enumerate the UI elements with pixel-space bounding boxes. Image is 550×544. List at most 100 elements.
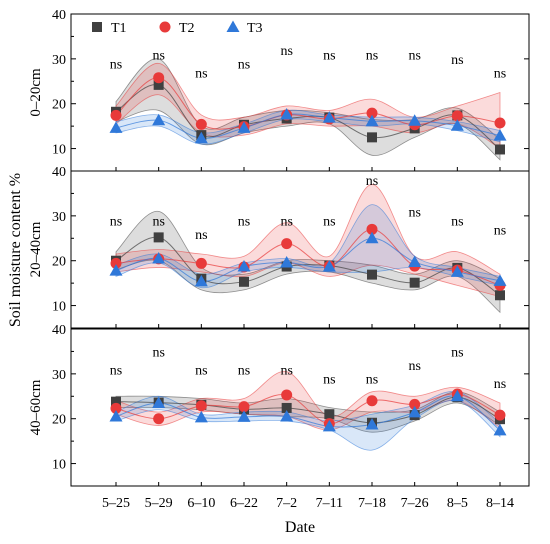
ns-label: ns <box>280 44 292 59</box>
point-t2 <box>195 257 207 269</box>
ns-label: ns <box>280 214 292 229</box>
legend-marker-t1 <box>92 22 102 32</box>
ns-label: ns <box>195 66 207 81</box>
x-axis-title: Date <box>285 519 315 536</box>
point-t3 <box>237 121 251 133</box>
y-tick-label: 30 <box>52 368 66 383</box>
x-tick-label: 5–29 <box>145 496 173 511</box>
point-t3 <box>280 107 294 120</box>
point-t3 <box>109 409 123 422</box>
point-t2 <box>494 117 506 129</box>
y-tick-label: 10 <box>52 458 66 473</box>
point-t2 <box>366 107 378 119</box>
y-tick-label: 10 <box>52 300 66 315</box>
y-tick-label: 30 <box>52 53 66 68</box>
legend-label-t1: T1 <box>111 21 127 36</box>
legend-marker-t2 <box>159 21 171 33</box>
ns-label: ns <box>323 214 335 229</box>
series-line-t3 <box>115 237 501 282</box>
point-t2 <box>195 400 207 412</box>
point-t2 <box>110 257 122 269</box>
series-line-t2 <box>115 77 501 130</box>
y-tick-label: 30 <box>52 210 66 225</box>
ns-label: ns <box>238 214 250 229</box>
ns-label: ns <box>280 363 292 378</box>
point-t2 <box>153 72 165 84</box>
ns-label: ns <box>408 48 420 63</box>
ns-label: ns <box>323 48 335 63</box>
point-t3 <box>152 113 166 126</box>
ns-label: ns <box>152 48 164 63</box>
point-t3 <box>493 129 507 141</box>
legend-label-t3: T3 <box>247 21 263 36</box>
ns-label: ns <box>494 223 506 238</box>
point-t2 <box>366 395 378 407</box>
point-t3 <box>194 274 208 287</box>
point-t3 <box>322 111 336 123</box>
point-t3 <box>493 274 507 286</box>
point-t2 <box>494 409 506 421</box>
point-t3 <box>280 256 294 268</box>
ns-label: ns <box>110 57 122 72</box>
point-t3 <box>280 409 294 422</box>
point-t2 <box>451 110 463 122</box>
point-t1 <box>281 402 292 413</box>
point-t2 <box>238 401 250 413</box>
point-t2 <box>281 389 293 401</box>
point-t3 <box>109 264 123 276</box>
point-t1 <box>367 269 377 280</box>
point-t2 <box>409 398 421 410</box>
ns-label: ns <box>110 363 122 378</box>
point-t3 <box>408 405 422 418</box>
point-t3 <box>237 260 251 272</box>
y-tick-label: 40 <box>52 323 66 338</box>
y-tick-label: 40 <box>52 8 66 23</box>
series-line-t3 <box>115 395 501 431</box>
ns-label: ns <box>451 53 463 68</box>
series-line-t3 <box>115 113 501 139</box>
point-t1 <box>324 409 335 420</box>
point-t2 <box>281 238 293 250</box>
ns-label: ns <box>408 359 420 374</box>
point-t2 <box>195 118 207 130</box>
ns-label: ns <box>195 228 207 243</box>
legend-label-t2: T2 <box>179 21 195 36</box>
point-t3 <box>493 423 507 436</box>
point-t3 <box>365 231 379 244</box>
point-t1 <box>111 396 121 407</box>
y-tick-label: 10 <box>52 143 66 158</box>
ns-label: ns <box>366 174 378 189</box>
ns-label: ns <box>494 66 506 81</box>
ns-label: ns <box>366 372 378 387</box>
x-tick-label: 8–14 <box>486 496 514 511</box>
panel-label: 0–20cm <box>28 68 44 117</box>
point-t3 <box>194 410 208 423</box>
x-tick-label: 7–26 <box>401 496 429 511</box>
series-line-t2 <box>115 393 501 425</box>
ns-label: ns <box>451 214 463 229</box>
y-tick-label: 40 <box>52 165 66 180</box>
ns-label: ns <box>238 57 250 72</box>
point-t3 <box>152 251 166 264</box>
panel-label: 20–40cm <box>28 221 44 277</box>
point-t1 <box>495 144 505 155</box>
ns-label: ns <box>366 48 378 63</box>
point-t3 <box>450 389 464 402</box>
legend-marker-t3 <box>226 20 240 32</box>
x-tick-label: 5–25 <box>102 496 130 511</box>
point-t3 <box>322 419 336 432</box>
point-t1 <box>153 79 164 90</box>
point-t3 <box>408 255 422 268</box>
series-line-t2 <box>115 228 501 286</box>
point-t1 <box>409 277 420 288</box>
point-t3 <box>450 265 464 277</box>
point-t3 <box>408 114 422 126</box>
point-t3 <box>450 119 464 131</box>
point-t1 <box>495 290 505 301</box>
panel-frame <box>70 328 530 487</box>
series-line-t1 <box>115 236 501 296</box>
ns-label: ns <box>494 377 506 392</box>
point-t2 <box>110 109 122 121</box>
x-tick-label: 7–2 <box>276 496 297 511</box>
